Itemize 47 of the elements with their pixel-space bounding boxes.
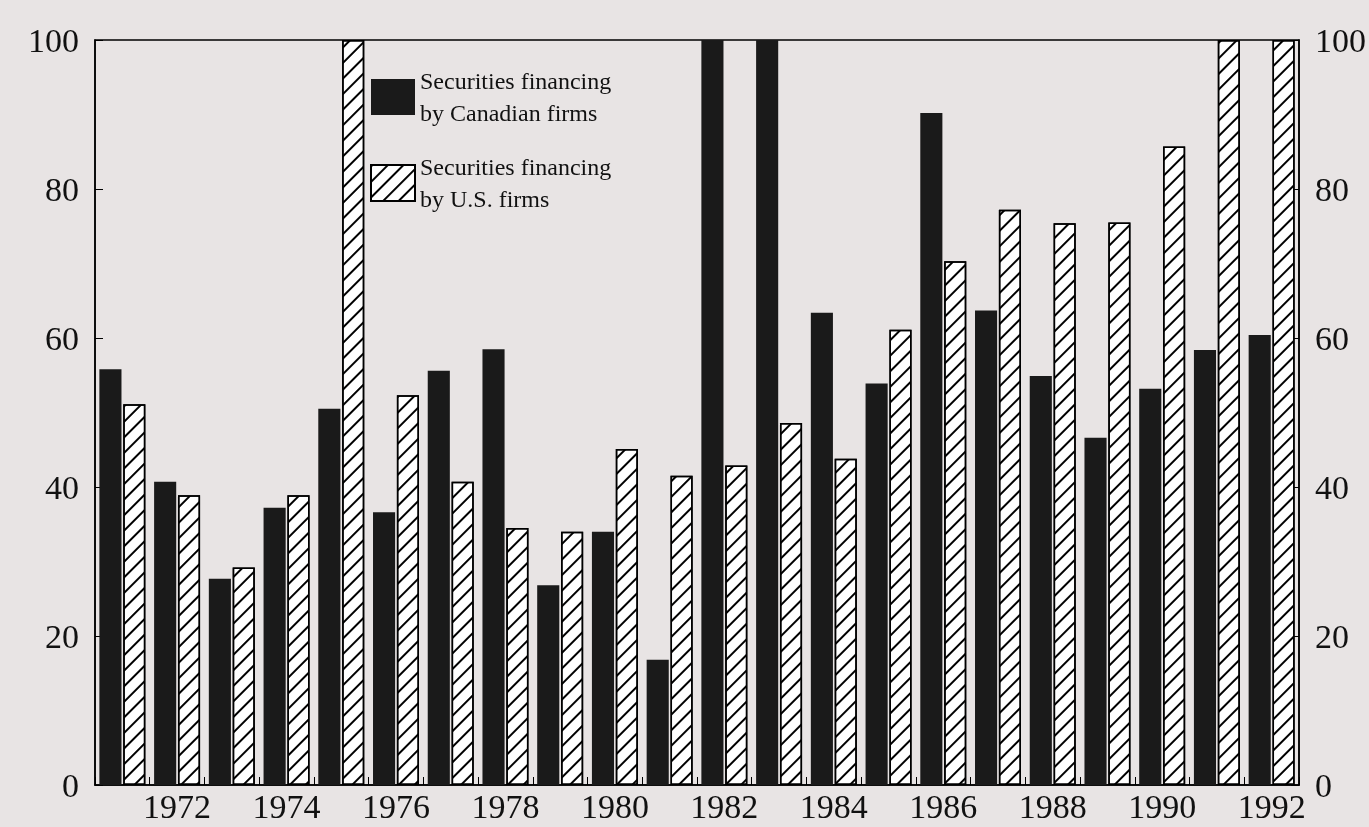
x-tick-label: 1988 [1018, 787, 1087, 825]
bar [537, 585, 560, 785]
y-tick-label: 80 [45, 170, 79, 208]
bar [373, 512, 396, 785]
y-tick-label: 20 [45, 617, 79, 655]
bar [318, 408, 341, 785]
bar [1084, 437, 1107, 785]
x-tick-label: 1978 [471, 787, 540, 825]
bar [865, 383, 888, 785]
bar [810, 312, 833, 785]
bar [208, 578, 231, 785]
bar [756, 40, 779, 785]
y2-tick-label: 80 [1315, 170, 1349, 208]
y2-tick-label: 100 [1315, 21, 1366, 59]
bar [591, 531, 615, 785]
bar [482, 349, 505, 785]
bar [263, 507, 286, 785]
x-tick-label: 1972 [143, 787, 212, 825]
bar [154, 481, 177, 785]
y2-tick-label: 0 [1315, 766, 1332, 804]
bar [701, 40, 724, 785]
bar [646, 659, 669, 785]
x-tick-label: 1974 [252, 787, 321, 825]
y2-tick-label: 20 [1315, 617, 1349, 655]
bar [99, 369, 122, 785]
bar [1193, 349, 1217, 785]
legend-label: Securities financing by U.S. firms [420, 154, 612, 212]
bar [1029, 376, 1052, 785]
y-tick-label: 40 [45, 468, 79, 506]
x-tick-label: 1982 [690, 787, 759, 825]
legend-label: Securities financing by Canadian firms [420, 68, 612, 126]
x-tick-label: 1976 [362, 787, 430, 825]
x-tick-label: 1986 [909, 787, 978, 825]
bar [920, 113, 943, 785]
y-tick-label: 100 [28, 21, 79, 59]
x-tick-label: 1992 [1237, 787, 1306, 825]
y-tick-label: 0 [62, 766, 79, 804]
bar [975, 310, 998, 785]
x-tick-label: 1980 [580, 787, 649, 825]
y2-tick-label: 40 [1315, 468, 1349, 506]
y2-tick-label: 60 [1315, 319, 1349, 357]
bar [427, 370, 450, 785]
x-tick-label: 1984 [799, 787, 868, 825]
bar [1248, 335, 1271, 785]
y-tick-label: 60 [45, 319, 79, 357]
bar [1139, 388, 1162, 785]
x-tick-label: 1990 [1128, 787, 1197, 825]
